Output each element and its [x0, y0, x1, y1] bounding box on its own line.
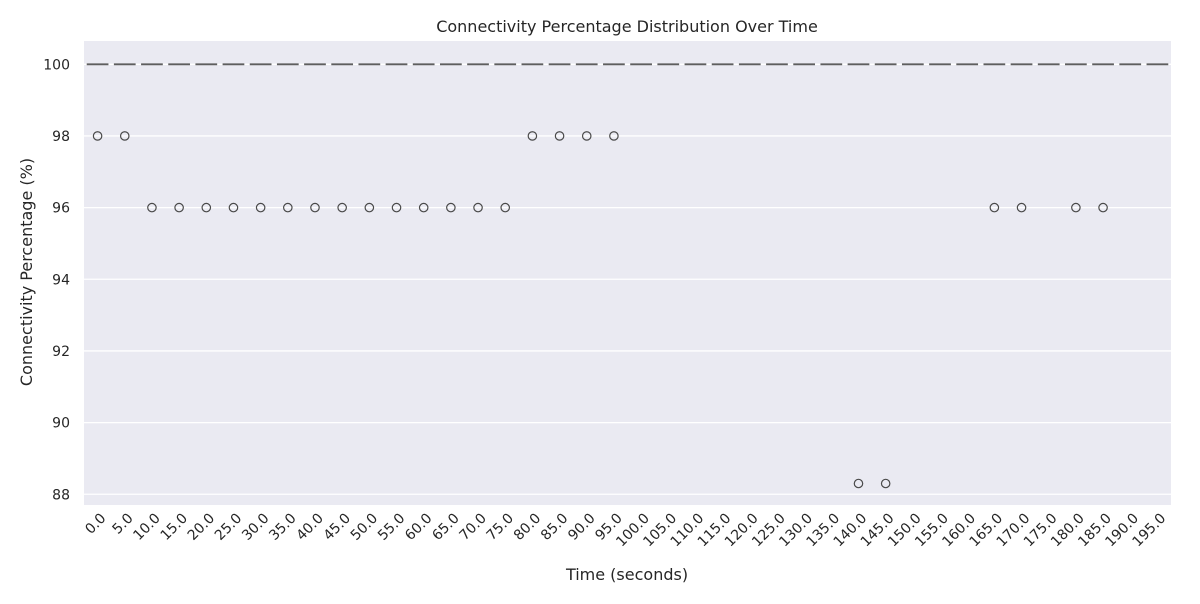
x-tick-label: 35.0 [266, 511, 299, 544]
outlier-point [989, 202, 1000, 213]
outlier-point [310, 202, 320, 213]
x-tick-label: 15.0 [158, 511, 191, 544]
y-tick-label: 88 [52, 487, 70, 503]
x-tick-label: 85.0 [538, 511, 571, 544]
outlier-point [364, 202, 375, 213]
outlier-point [147, 202, 157, 213]
outlier-point [174, 202, 184, 213]
outlier-point [119, 131, 130, 141]
x-tick-label: 70.0 [457, 511, 490, 544]
outlier-point [1016, 202, 1027, 213]
outlier-point [1071, 202, 1081, 213]
outlier-point [337, 202, 347, 213]
outlier-point [92, 131, 103, 141]
outlier-point [255, 202, 266, 213]
outlier-point [418, 202, 429, 213]
x-tick-label: 80.0 [511, 511, 544, 544]
x-tick-label: 30.0 [239, 511, 272, 544]
y-axis-ticks: 88 90 92 94 96 98 100 [43, 57, 70, 503]
outlier-point [880, 478, 891, 489]
outlier-point [473, 202, 483, 213]
x-tick-label: 65.0 [429, 511, 462, 544]
x-axis-ticks: 0.0 5.010.015.020.025.030.035.040.045.050… [82, 511, 1169, 551]
x-axis-label: Time (seconds) [565, 565, 688, 584]
outlier-point [446, 202, 456, 213]
y-tick-label: 96 [52, 201, 70, 217]
x-tick-label: 10.0 [130, 511, 163, 544]
plot-background [84, 41, 1171, 505]
outlier-point [201, 202, 212, 213]
outlier-point [581, 131, 592, 141]
outlier-point [391, 202, 402, 213]
y-tick-label: 94 [52, 272, 70, 288]
outlier-point [527, 131, 538, 141]
x-tick-label: 25.0 [212, 511, 245, 544]
x-tick-label: 40.0 [293, 511, 326, 544]
x-tick-label: 60.0 [402, 511, 435, 544]
y-axis-label: Connectivity Percentage (%) [17, 158, 36, 386]
outlier-point [228, 202, 239, 213]
outlier-points [92, 131, 1108, 489]
outlier-point [283, 202, 293, 213]
x-tick-label: 0.0 [82, 511, 109, 538]
x-tick-label: 50.0 [348, 511, 381, 544]
outlier-point [500, 202, 511, 213]
x-tick-label: 90.0 [565, 511, 598, 544]
outlier-point [609, 131, 619, 141]
x-tick-label: 20.0 [185, 511, 218, 544]
x-tick-label: 75.0 [484, 511, 517, 544]
y-tick-label: 92 [52, 344, 70, 360]
outlier-point [1098, 202, 1108, 213]
x-tick-label: 55.0 [375, 511, 408, 544]
y-tick-label: 100 [43, 57, 70, 73]
y-tick-label: 98 [52, 129, 70, 145]
chart-title: Connectivity Percentage Distribution Ove… [436, 17, 818, 36]
y-tick-label: 90 [52, 416, 70, 432]
outlier-point [853, 478, 864, 489]
outlier-point [554, 131, 565, 141]
x-tick-label: 45.0 [321, 511, 354, 544]
